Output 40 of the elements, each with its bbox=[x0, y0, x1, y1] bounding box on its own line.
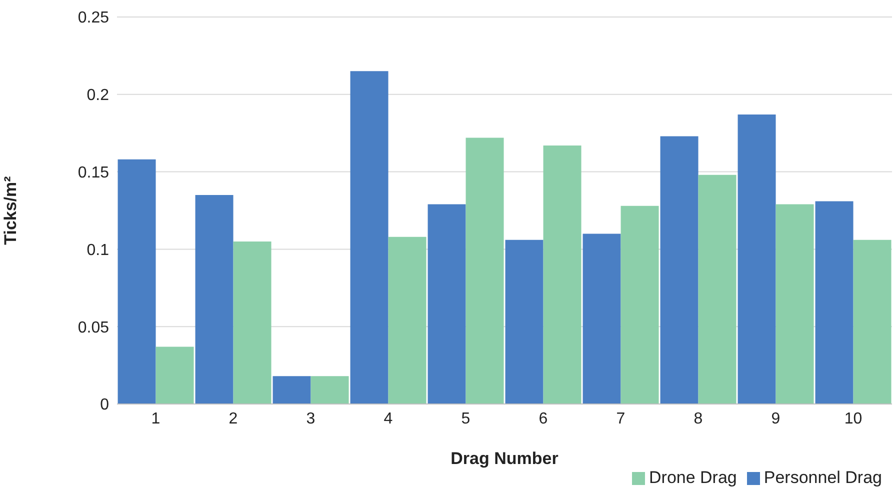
bar bbox=[233, 241, 272, 404]
y-tick-label: 0.25 bbox=[78, 10, 110, 27]
bar bbox=[698, 174, 736, 404]
x-tick-label: 9 bbox=[771, 410, 780, 428]
bar bbox=[853, 240, 892, 404]
x-tick-label: 1 bbox=[151, 410, 160, 428]
x-tick-label: 3 bbox=[306, 410, 316, 428]
x-tick-label: 6 bbox=[538, 410, 548, 428]
bar bbox=[428, 204, 466, 404]
bar bbox=[620, 206, 659, 404]
y-tick-label: 0.05 bbox=[78, 319, 110, 336]
bar bbox=[582, 234, 621, 404]
x-tick-label: 8 bbox=[694, 410, 703, 428]
y-axis-title: Ticks/m² bbox=[1, 176, 20, 245]
x-tick-label: 5 bbox=[461, 410, 470, 428]
bar bbox=[156, 346, 194, 404]
bar bbox=[350, 71, 388, 404]
x-axis-title: Drag Number bbox=[450, 449, 559, 468]
bar bbox=[195, 195, 234, 404]
bar bbox=[815, 201, 854, 404]
bar bbox=[118, 159, 156, 404]
bar bbox=[505, 240, 544, 404]
y-tick-label: 0 bbox=[100, 396, 110, 414]
bar bbox=[310, 376, 349, 404]
bar bbox=[660, 136, 698, 404]
bar bbox=[543, 145, 582, 404]
y-tick-label: 0.1 bbox=[86, 242, 110, 259]
bar bbox=[272, 376, 311, 404]
x-tick-label: 10 bbox=[844, 410, 862, 428]
bar bbox=[776, 204, 814, 404]
x-tick-label: 4 bbox=[384, 410, 393, 428]
y-tick-label: 0.15 bbox=[78, 164, 110, 182]
bar bbox=[738, 114, 776, 404]
legend-label: Personnel Drag bbox=[764, 468, 882, 487]
bar bbox=[388, 236, 426, 404]
x-tick-label: 7 bbox=[616, 410, 626, 428]
y-tick-label: 0.2 bbox=[86, 87, 110, 104]
bar bbox=[466, 138, 504, 404]
x-tick-label: 2 bbox=[228, 410, 238, 428]
legend-label: Drone Drag bbox=[649, 468, 737, 487]
